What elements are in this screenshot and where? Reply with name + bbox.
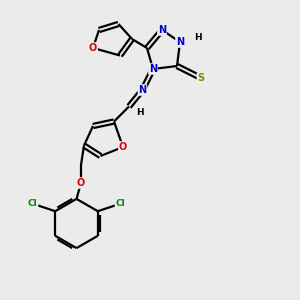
Text: O: O (77, 178, 85, 188)
Text: S: S (197, 73, 205, 83)
Text: Cl: Cl (28, 199, 38, 208)
Text: Cl: Cl (116, 199, 125, 208)
Text: N: N (149, 64, 157, 74)
Text: N: N (176, 37, 184, 47)
Text: H: H (194, 33, 202, 42)
Text: N: N (138, 85, 147, 95)
Text: O: O (119, 142, 127, 152)
Text: H: H (136, 108, 143, 117)
Text: N: N (158, 25, 166, 35)
Text: O: O (89, 43, 97, 53)
